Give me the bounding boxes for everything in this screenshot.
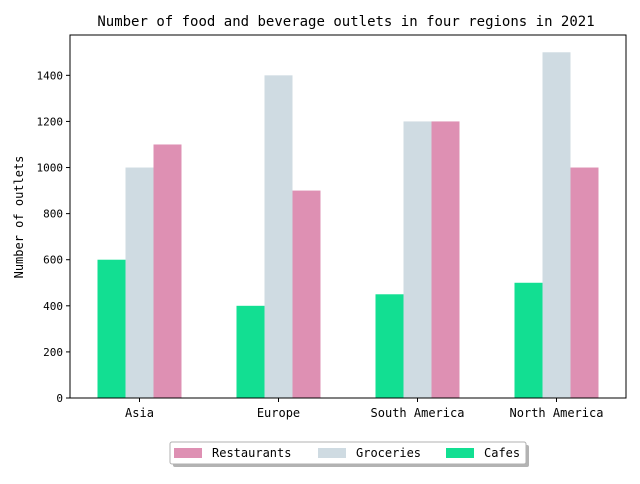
bars-layer	[97, 52, 599, 399]
y-axis-label: Number of outlets	[12, 156, 26, 279]
y-tick-label: 200	[43, 346, 63, 359]
legend-label-groceries: Groceries	[356, 446, 421, 460]
chart-title: Number of food and beverage outlets in f…	[97, 14, 594, 30]
y-tick-label: 600	[43, 254, 63, 267]
legend: Restaurants Groceries Cafes	[169, 441, 529, 467]
y-tick-label: 0	[56, 392, 63, 405]
y-tick-label: 1200	[37, 115, 64, 128]
bar-restaurants-north-america	[570, 167, 599, 398]
y-tick-label: 400	[43, 300, 63, 313]
y-tick-label: 800	[43, 208, 63, 221]
x-tick-label-south-america: South America	[371, 406, 465, 420]
bar-restaurants-asia	[153, 144, 182, 398]
y-tick-label: 1000	[37, 162, 64, 175]
bar-groceries-asia	[125, 167, 154, 398]
x-tick-label-europe: Europe	[257, 406, 300, 420]
legend-box	[169, 441, 527, 465]
bar-groceries-europe	[264, 75, 293, 398]
legend-label-restaurants: Restaurants	[212, 446, 291, 460]
x-tick-label-asia: Asia	[125, 406, 154, 420]
bar-restaurants-south-america	[431, 121, 460, 398]
bar-cafes-south-america	[375, 294, 404, 398]
x-tick-label-north-america: North America	[510, 406, 604, 420]
bar-groceries-north-america	[542, 52, 571, 399]
bar-cafes-asia	[97, 259, 126, 398]
bar-cafes-north-america	[514, 282, 543, 398]
bar-cafes-europe	[236, 305, 265, 398]
plot-frame	[69, 34, 627, 399]
legend-swatch-groceries	[318, 448, 346, 458]
axes-layer: 0 200 400 600 800 1000 1200 1400 Asia Europe South…	[37, 34, 627, 420]
y-tick-label: 1400	[37, 69, 64, 82]
bar-restaurants-europe	[292, 190, 321, 398]
bar-groceries-south-america	[403, 121, 432, 398]
legend-swatch-restaurants	[174, 448, 202, 458]
legend-swatch-cafes	[446, 448, 474, 458]
legend-label-cafes: Cafes	[484, 446, 520, 460]
